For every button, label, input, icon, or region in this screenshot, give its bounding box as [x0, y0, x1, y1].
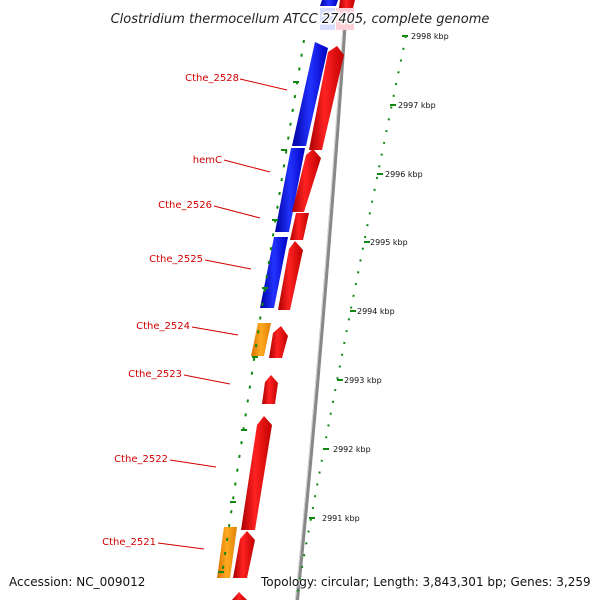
gene-label-cthe-2522[interactable]: Cthe_2522: [114, 454, 168, 465]
kbp-tick-label: 2996 kbp: [385, 170, 423, 179]
gene-label-cthe-2525[interactable]: Cthe_2525: [149, 254, 203, 265]
inner-ruler: [221, 39, 305, 576]
cds-arrow: [320, 0, 338, 6]
cds-arrow-reverse: [260, 237, 288, 308]
cds-arrow-forward: [269, 326, 288, 358]
kbp-tick-label: 2997 kbp: [398, 101, 436, 110]
kbp-tick-label: 2994 kbp: [357, 307, 395, 316]
orange-feature: [217, 527, 237, 578]
cds-arrow-forward: [241, 416, 272, 530]
backbone-arc-highlight: [295, 4, 345, 600]
inner-ruler-ticks: [218, 81, 299, 573]
cds-arrow-forward: [290, 213, 309, 240]
gene-label-cthe-2521[interactable]: Cthe_2521: [102, 537, 156, 548]
cds-arrow-reverse: [292, 42, 328, 146]
cds-arrow-forward: [232, 592, 247, 600]
accession-text: Accession: NC_009012: [9, 575, 146, 589]
outer-ruler-ticks: [309, 35, 408, 519]
cds-arrow-forward: [233, 531, 255, 578]
cds-arrow-forward: [262, 375, 278, 404]
cds-arrow: [339, 0, 355, 8]
gene-label-hemc[interactable]: hemC: [193, 155, 222, 166]
gene-label-cthe-2524[interactable]: Cthe_2524: [136, 321, 190, 332]
kbp-tick-label: 2998 kbp: [411, 32, 449, 41]
feature-block: [320, 8, 335, 30]
cds-arrow-forward: [292, 149, 321, 212]
kbp-tick-label: 2991 kbp: [322, 514, 360, 523]
cds-arrow-reverse: [275, 148, 305, 232]
kbp-tick-label: 2992 kbp: [333, 445, 371, 454]
orange-feature: [251, 323, 271, 356]
feature-block: [336, 8, 354, 30]
gene-label-cthe-2523[interactable]: Cthe_2523: [128, 369, 182, 380]
cds-arrow-forward: [278, 241, 303, 310]
backbone-arc: [295, 4, 348, 600]
topology-text: Topology: circular; Length: 3,843,301 bp…: [261, 575, 591, 589]
gene-label-leaders: [157, 78, 288, 550]
map-title: Clostridium thermocellum ATCC 27405, com…: [111, 12, 490, 27]
cds-arrow-forward: [309, 46, 344, 150]
kbp-tick-label: 2995 kbp: [370, 238, 408, 247]
gene-label-cthe-2528[interactable]: Cthe_2528: [185, 73, 239, 84]
kbp-tick-label: 2993 kbp: [344, 376, 382, 385]
gene-label-cthe-2526[interactable]: Cthe_2526: [158, 200, 212, 211]
